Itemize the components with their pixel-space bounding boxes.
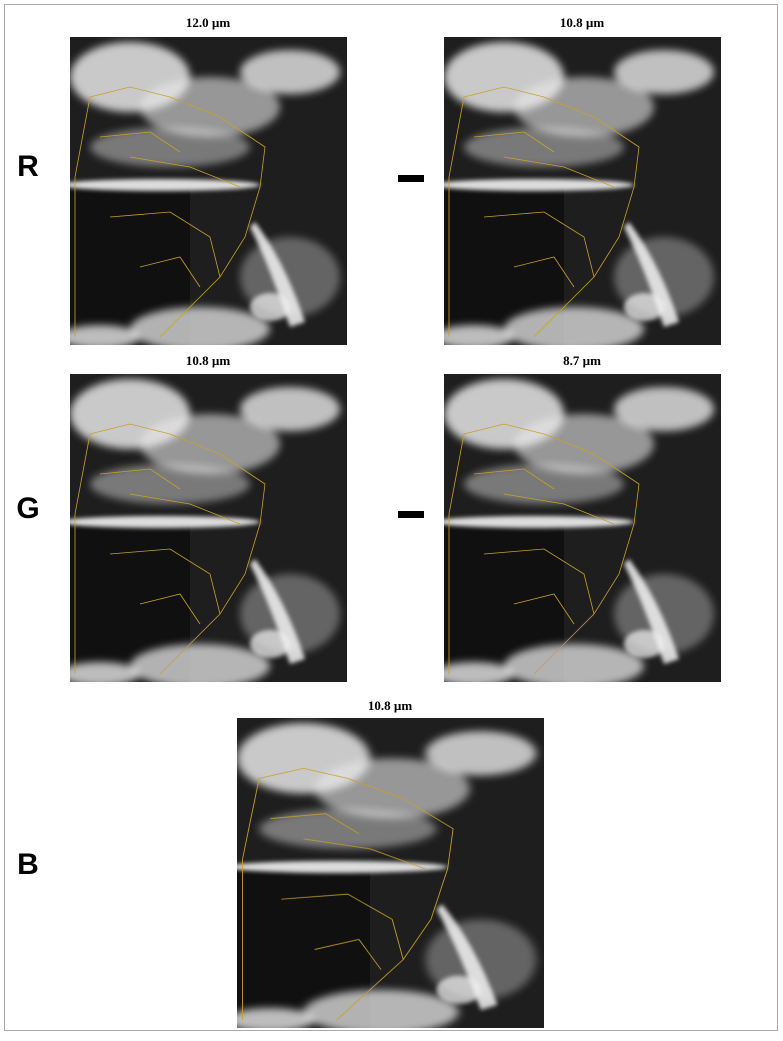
image-title: 8.7 µm: [563, 353, 601, 368]
frame: [4, 4, 778, 1031]
channel-label: R: [17, 150, 39, 183]
satellite-image: [434, 37, 721, 351]
image-title: 10.8 µm: [368, 698, 412, 713]
satellite-image: [60, 374, 347, 688]
channel-label: B: [17, 848, 39, 881]
minus-sign: [398, 511, 424, 518]
image-title: 10.8 µm: [560, 15, 604, 30]
satellite-image: [226, 718, 544, 1034]
satellite-image: [434, 374, 721, 688]
channel-label: G: [16, 492, 39, 525]
image-title: 10.8 µm: [186, 353, 230, 368]
image-title: 12.0 µm: [186, 15, 230, 30]
minus-sign: [398, 175, 424, 182]
satellite-image: [60, 37, 347, 351]
